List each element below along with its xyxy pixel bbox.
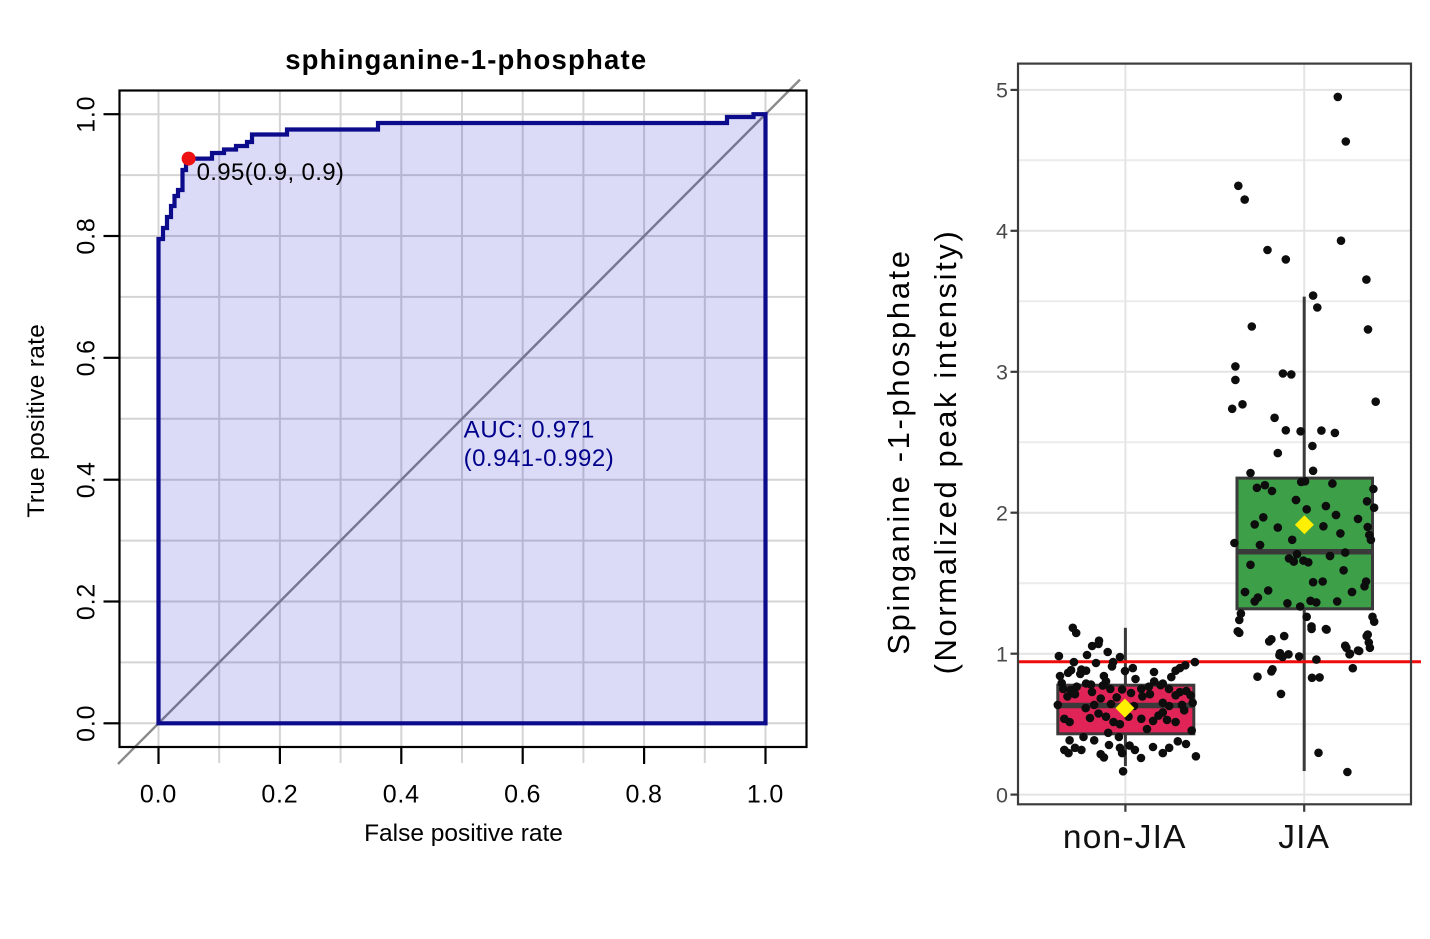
svg-text:4: 4 (996, 220, 1008, 244)
svg-text:(Normalized peak intensity): (Normalized peak intensity) (928, 229, 963, 675)
svg-text:1.0: 1.0 (747, 781, 784, 809)
svg-text:0.0: 0.0 (72, 705, 100, 742)
svg-text:sphinganine-1-phosphate: sphinganine-1-phosphate (285, 44, 647, 75)
svg-text:0.6: 0.6 (72, 339, 100, 376)
svg-text:3: 3 (996, 361, 1008, 385)
svg-text:0.4: 0.4 (72, 461, 100, 498)
svg-text:JIA: JIA (1278, 819, 1330, 856)
svg-text:0.4: 0.4 (383, 781, 420, 809)
svg-text:0.2: 0.2 (261, 781, 298, 809)
svg-text:1: 1 (996, 643, 1008, 667)
svg-text:False positive rate: False positive rate (364, 820, 563, 847)
svg-text:(0.941-0.992): (0.941-0.992) (464, 445, 615, 472)
svg-text:0.0: 0.0 (140, 781, 177, 809)
svg-text:AUC: 0.971: AUC: 0.971 (464, 417, 595, 444)
svg-text:0.8: 0.8 (626, 781, 663, 809)
svg-text:Spinganine -1-phosphate: Spinganine -1-phosphate (881, 248, 916, 654)
svg-text:5: 5 (996, 79, 1008, 103)
svg-text:0: 0 (996, 783, 1008, 807)
svg-text:1.0: 1.0 (72, 96, 100, 133)
svg-text:2: 2 (996, 502, 1008, 526)
svg-text:0.8: 0.8 (72, 217, 100, 254)
svg-text:0.6: 0.6 (504, 781, 541, 809)
svg-text:0.2: 0.2 (72, 583, 100, 620)
svg-text:non-JIA: non-JIA (1063, 819, 1187, 856)
svg-text:True positive rate: True positive rate (23, 324, 50, 518)
svg-text:0.95(0.9, 0.9): 0.95(0.9, 0.9) (197, 159, 345, 186)
